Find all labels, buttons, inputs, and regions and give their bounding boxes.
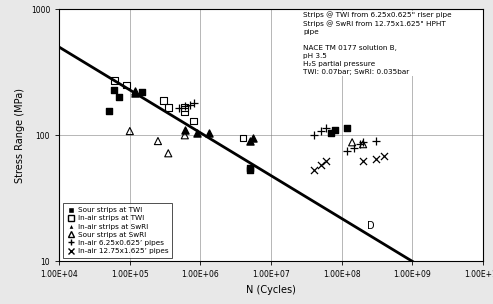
X-axis label: N (Cycles): N (Cycles) (246, 285, 296, 295)
In-air 6.25x0.625’ pipes (359, 140, 367, 145)
In-air strips at SwRI (132, 88, 140, 93)
Legend: Sour strips at TWI, In-air strips at TWI, In-air strips at SwRI, Sour strips at : Sour strips at TWI, In-air strips at TWI… (63, 203, 172, 258)
In-air 6.25x0.625’ pipes (372, 139, 380, 143)
Sour strips at SwRI (164, 151, 172, 156)
In-air 6.25x0.625’ pipes (356, 142, 364, 147)
In-air 6.25x0.625’ pipes (185, 102, 193, 107)
In-air 6.25x0.625’ pipes (317, 129, 324, 133)
Sour strips at TWI (344, 125, 352, 130)
Text: D: D (367, 221, 375, 231)
Sour strips at TWI (246, 166, 254, 171)
Sour strips at TWI (331, 128, 339, 133)
In-air strips at SwRI (246, 139, 254, 143)
In-air strips at SwRI (249, 136, 257, 140)
In-air 12.75x1.625’ pipes (322, 159, 330, 164)
In-air 6.25x0.625’ pipes (344, 149, 352, 154)
In-air 6.25x0.625’ pipes (310, 133, 317, 138)
Sour strips at TWI (327, 130, 335, 135)
In-air 6.25x0.625’ pipes (181, 104, 189, 109)
Text: Strips @ TWI from 6.25x0.625" riser pipe
Strips @ SwRI from 12.75x1.625" HPHT
pi: Strips @ TWI from 6.25x0.625" riser pipe… (303, 12, 452, 75)
In-air 12.75x1.625’ pipes (381, 154, 388, 159)
Sour strips at SwRI (348, 140, 356, 145)
In-air 6.25x0.625’ pipes (176, 105, 183, 110)
In-air 6.25x0.625’ pipes (190, 101, 198, 105)
In-air strips at TWI (181, 105, 189, 110)
Sour strips at TWI (115, 95, 123, 100)
In-air strips at SwRI (132, 91, 140, 96)
Sour strips at TWI (246, 168, 254, 172)
In-air strips at SwRI (181, 128, 189, 133)
Sour strips at SwRI (181, 133, 189, 138)
In-air 12.75x1.625’ pipes (372, 157, 380, 161)
Sour strips at TWI (110, 87, 118, 92)
In-air strips at SwRI (205, 130, 212, 135)
In-air strips at TWI (239, 136, 247, 140)
In-air 12.75x1.625’ pipes (317, 163, 324, 168)
In-air 6.25x0.625’ pipes (351, 145, 358, 150)
Sour strips at SwRI (126, 129, 134, 133)
In-air strips at TWI (160, 98, 168, 102)
In-air strips at TWI (181, 109, 189, 114)
Y-axis label: Stress Range (MPa): Stress Range (MPa) (15, 88, 25, 183)
In-air strips at TWI (123, 83, 131, 88)
In-air strips at TWI (110, 78, 118, 83)
In-air strips at TWI (190, 119, 198, 123)
Sour strips at TWI (139, 90, 146, 95)
Sour strips at SwRI (359, 142, 367, 147)
In-air 6.25x0.625’ pipes (322, 125, 330, 130)
Sour strips at TWI (105, 109, 112, 114)
In-air strips at SwRI (193, 130, 201, 135)
Sour strips at SwRI (154, 139, 162, 143)
In-air strips at TWI (164, 105, 172, 110)
In-air 12.75x1.625’ pipes (310, 168, 317, 172)
In-air 12.75x1.625’ pipes (359, 159, 367, 164)
